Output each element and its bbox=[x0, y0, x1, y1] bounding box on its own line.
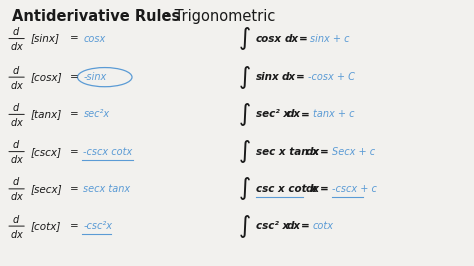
Text: $dx$: $dx$ bbox=[9, 153, 24, 165]
Text: $d$: $d$ bbox=[12, 138, 21, 150]
Text: $dx$: $dx$ bbox=[9, 190, 24, 202]
Text: -sinx: -sinx bbox=[83, 72, 107, 82]
Text: dx: dx bbox=[306, 184, 320, 194]
Text: =: = bbox=[70, 221, 79, 231]
Text: [secx]: [secx] bbox=[31, 184, 63, 194]
Text: [sinx]: [sinx] bbox=[31, 34, 60, 44]
Text: $\int$: $\int$ bbox=[237, 138, 251, 165]
Text: $dx$: $dx$ bbox=[9, 116, 24, 128]
Text: secx tanx: secx tanx bbox=[83, 184, 130, 194]
Text: $d$: $d$ bbox=[12, 101, 21, 113]
Text: =: = bbox=[70, 184, 79, 194]
Text: $\int$: $\int$ bbox=[237, 101, 251, 128]
Text: sinx + c: sinx + c bbox=[310, 34, 350, 44]
Text: $dx$: $dx$ bbox=[9, 227, 24, 240]
Text: dx: dx bbox=[306, 147, 320, 157]
Text: csc² x: csc² x bbox=[256, 221, 289, 231]
Text: $d$: $d$ bbox=[12, 213, 21, 225]
Text: =: = bbox=[301, 109, 310, 119]
Text: [cscx]: [cscx] bbox=[31, 147, 62, 157]
Text: =: = bbox=[301, 221, 310, 231]
Text: Secx + c: Secx + c bbox=[332, 147, 375, 157]
Text: $\int$: $\int$ bbox=[237, 175, 251, 202]
Text: sinx: sinx bbox=[256, 72, 280, 82]
Text: dx: dx bbox=[282, 72, 296, 82]
Text: =: = bbox=[320, 147, 328, 157]
Text: =: = bbox=[320, 184, 328, 194]
Text: -cscx + c: -cscx + c bbox=[332, 184, 377, 194]
Text: Antiderivative Rules: Antiderivative Rules bbox=[12, 9, 180, 24]
Text: dx: dx bbox=[287, 221, 301, 231]
Text: dx: dx bbox=[284, 34, 299, 44]
Text: dx: dx bbox=[287, 109, 301, 119]
Text: sec²x: sec²x bbox=[83, 109, 109, 119]
Text: $d$: $d$ bbox=[12, 175, 21, 188]
Text: $\int$: $\int$ bbox=[237, 213, 251, 240]
Text: $d$: $d$ bbox=[12, 64, 21, 76]
Text: $dx$: $dx$ bbox=[9, 78, 24, 91]
Text: -csc²x: -csc²x bbox=[83, 221, 112, 231]
Text: $\int$: $\int$ bbox=[237, 64, 251, 91]
Text: =: = bbox=[70, 34, 79, 44]
Text: =: = bbox=[70, 109, 79, 119]
Text: sec² x: sec² x bbox=[256, 109, 290, 119]
Text: $d$: $d$ bbox=[12, 25, 21, 37]
Text: [tanx]: [tanx] bbox=[31, 109, 62, 119]
Text: -cosx + C: -cosx + C bbox=[308, 72, 355, 82]
Text: =: = bbox=[70, 147, 79, 157]
Text: sec x tan x: sec x tan x bbox=[256, 147, 319, 157]
Text: $dx$: $dx$ bbox=[9, 40, 24, 52]
Text: tanx + c: tanx + c bbox=[313, 109, 355, 119]
Text: cosx: cosx bbox=[83, 34, 106, 44]
Text: =: = bbox=[296, 72, 305, 82]
Text: $\int$: $\int$ bbox=[237, 25, 251, 52]
Text: cosx: cosx bbox=[256, 34, 282, 44]
Text: =: = bbox=[70, 72, 79, 82]
Text: [cotx]: [cotx] bbox=[31, 221, 61, 231]
Text: csc x cot x: csc x cot x bbox=[256, 184, 317, 194]
Text: cotx: cotx bbox=[313, 221, 334, 231]
Text: =: = bbox=[299, 34, 307, 44]
Text: : Trigonometric: : Trigonometric bbox=[165, 9, 275, 24]
Text: -cscx cotx: -cscx cotx bbox=[83, 147, 133, 157]
Text: [cosx]: [cosx] bbox=[31, 72, 63, 82]
